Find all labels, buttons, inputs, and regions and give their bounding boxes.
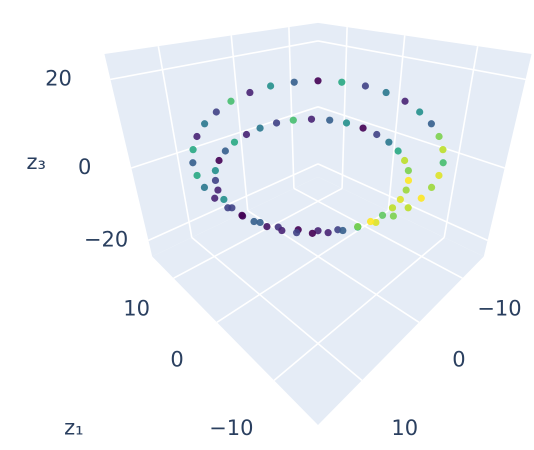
point xyxy=(396,195,404,204)
point xyxy=(339,226,347,235)
point xyxy=(373,130,381,139)
x-tick-label: 0 xyxy=(170,347,183,371)
point xyxy=(435,132,443,141)
point xyxy=(211,166,219,175)
point xyxy=(382,88,390,97)
point xyxy=(314,77,322,85)
y-tick-label: 0 xyxy=(452,347,465,371)
y-tick-label: 10 xyxy=(391,416,418,440)
x-tick-label: 10 xyxy=(123,296,150,320)
grid-line xyxy=(443,46,479,238)
point xyxy=(308,229,316,237)
grid-line xyxy=(131,106,319,169)
point xyxy=(401,156,409,165)
point xyxy=(193,132,201,141)
point xyxy=(404,166,412,175)
point xyxy=(246,88,254,97)
z-tick-label: 0 xyxy=(78,155,91,179)
point xyxy=(211,176,220,185)
point xyxy=(372,218,380,227)
point xyxy=(293,229,301,237)
z-axis-title: z₃ xyxy=(27,150,46,174)
point xyxy=(307,115,316,123)
point xyxy=(189,146,197,154)
grid-line xyxy=(317,106,505,169)
grid-line xyxy=(230,35,249,211)
point xyxy=(427,120,435,128)
grid-line xyxy=(387,35,406,211)
point xyxy=(193,171,201,180)
point xyxy=(326,116,334,124)
point xyxy=(342,119,351,127)
point xyxy=(439,159,447,167)
point xyxy=(314,227,322,235)
point xyxy=(388,204,397,212)
y-wall-pane xyxy=(318,22,532,257)
point xyxy=(404,176,413,185)
grid-line xyxy=(191,236,363,382)
point xyxy=(215,156,223,165)
grid-line xyxy=(341,27,348,189)
point xyxy=(250,217,258,226)
point xyxy=(227,97,235,105)
point xyxy=(427,183,436,191)
grid-line xyxy=(293,187,463,279)
z-tick-label: −20 xyxy=(84,227,128,251)
point xyxy=(402,186,410,194)
x-wall-pane xyxy=(104,22,318,257)
floor-pane xyxy=(152,176,484,426)
point xyxy=(214,186,222,194)
point xyxy=(242,130,251,139)
grid-line xyxy=(273,236,445,382)
point xyxy=(221,147,229,155)
y-tick-label: −10 xyxy=(477,296,521,320)
grid-line xyxy=(317,163,488,242)
point xyxy=(228,204,236,212)
point xyxy=(361,82,370,90)
z-tick-label: 20 xyxy=(45,66,72,90)
grid-line xyxy=(110,40,319,81)
point xyxy=(435,171,443,180)
point xyxy=(201,120,209,128)
point xyxy=(278,226,286,235)
point xyxy=(189,159,197,167)
point xyxy=(366,217,375,226)
point xyxy=(290,78,298,86)
point xyxy=(200,183,209,191)
point xyxy=(378,211,387,219)
grid-line xyxy=(173,187,343,279)
point xyxy=(289,116,297,124)
point xyxy=(266,82,275,90)
point xyxy=(238,211,246,219)
point xyxy=(354,222,362,231)
point xyxy=(416,108,424,116)
grid-line xyxy=(148,163,319,242)
point xyxy=(220,195,228,204)
point xyxy=(212,108,220,116)
point xyxy=(338,78,346,86)
point xyxy=(385,138,393,146)
x-tick-label: −10 xyxy=(209,416,253,440)
point xyxy=(272,119,281,127)
x-axis-title: z₁ xyxy=(64,415,83,439)
grid-line xyxy=(157,46,193,238)
point xyxy=(404,204,412,212)
point xyxy=(230,138,239,146)
point xyxy=(394,147,402,155)
point xyxy=(417,194,425,202)
grid-line xyxy=(288,27,295,189)
point xyxy=(256,124,264,132)
grid-line xyxy=(317,40,526,81)
point xyxy=(359,124,367,132)
point xyxy=(263,222,271,231)
point xyxy=(401,97,409,105)
point xyxy=(211,194,219,202)
point xyxy=(389,212,397,220)
point xyxy=(439,146,447,154)
point xyxy=(324,229,332,237)
point xyxy=(256,218,264,227)
